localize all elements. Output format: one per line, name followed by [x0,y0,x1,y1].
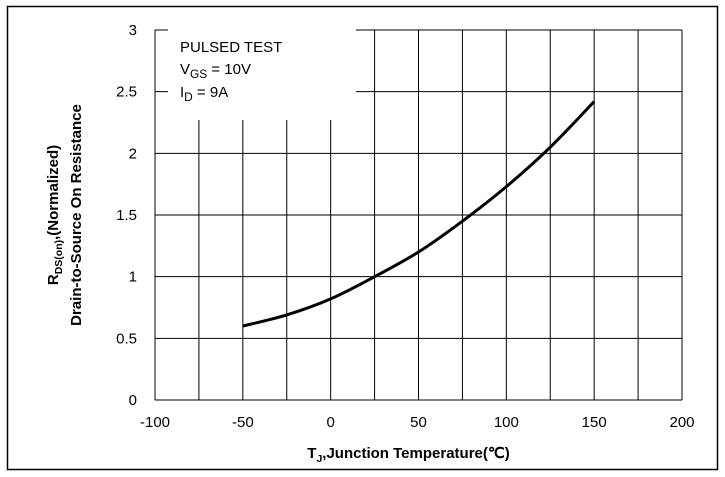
text-rest: ,(Normalized) [45,145,62,240]
text-line: VGS = 10V [180,61,251,81]
text-main: V [180,61,190,78]
annotation-box [168,28,356,120]
x-tick-label: -50 [232,414,254,431]
y-tick-label: 1.5 [116,207,137,224]
x-tick-label: 150 [582,414,607,431]
x-tick-label: 0 [326,414,334,431]
text-sub: D [184,90,193,104]
y-tick-label: 0 [129,392,137,409]
text-sub: J [316,453,322,465]
text-rest: = 9A [193,84,228,101]
annotation-line: PULSED TEST [180,39,282,56]
text-rest: = 10V [207,61,251,78]
y-tick-label: 1 [129,269,137,286]
frame [6,5,719,471]
x-tick-label: 100 [494,414,519,431]
x-tick-label: -100 [140,414,170,431]
y-axis-label-line: Drain-to-Source On Resistance [68,104,85,326]
text-main: R [45,274,62,285]
text-main: I [180,84,184,101]
text-rest: ,Junction Temperature(℃) [322,445,509,462]
y-tick-label: 3 [129,22,137,39]
text-main: T [307,445,316,462]
y-tick-label: 0.5 [116,330,137,347]
x-tick-label: 200 [669,414,694,431]
text-sub: DS(on) [53,240,65,274]
text-line: ID = 9A [180,84,228,104]
text-line: TJ,Junction Temperature(℃) [307,445,509,465]
text-line: RDS(on),(Normalized) [45,145,65,285]
x-tick-label: 50 [410,414,427,431]
y-axis-label: RDS(on),(Normalized) Drain-to-Source On R… [45,104,85,326]
line [242,100,596,328]
text-sub: GS [190,67,207,81]
y-tick-label: 2 [129,145,137,162]
y-tick-label: 2.5 [116,84,137,101]
